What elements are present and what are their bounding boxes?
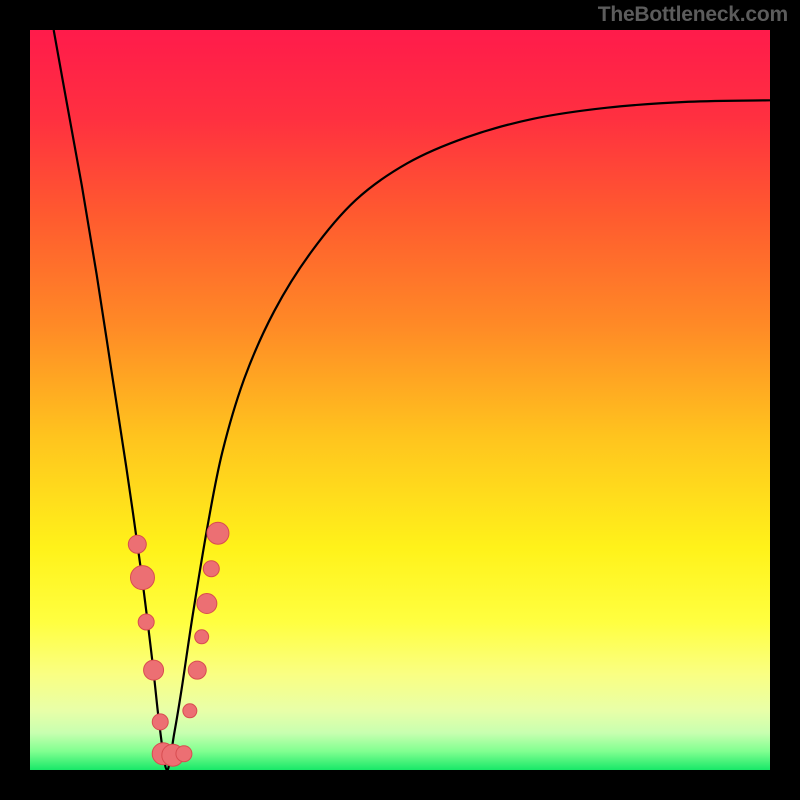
data-marker	[130, 566, 154, 590]
data-marker	[152, 714, 168, 730]
watermark-text: TheBottleneck.com	[598, 3, 788, 27]
plot-background	[30, 30, 770, 770]
data-marker	[197, 594, 217, 614]
data-marker	[128, 535, 146, 553]
data-marker	[176, 746, 192, 762]
data-marker	[138, 614, 154, 630]
data-marker	[188, 661, 206, 679]
data-marker	[183, 704, 197, 718]
data-marker	[207, 522, 229, 544]
chart-container: TheBottleneck.com	[0, 0, 800, 800]
data-marker	[203, 561, 219, 577]
data-marker	[144, 660, 164, 680]
data-marker	[195, 630, 209, 644]
bottleneck-chart	[0, 0, 800, 800]
